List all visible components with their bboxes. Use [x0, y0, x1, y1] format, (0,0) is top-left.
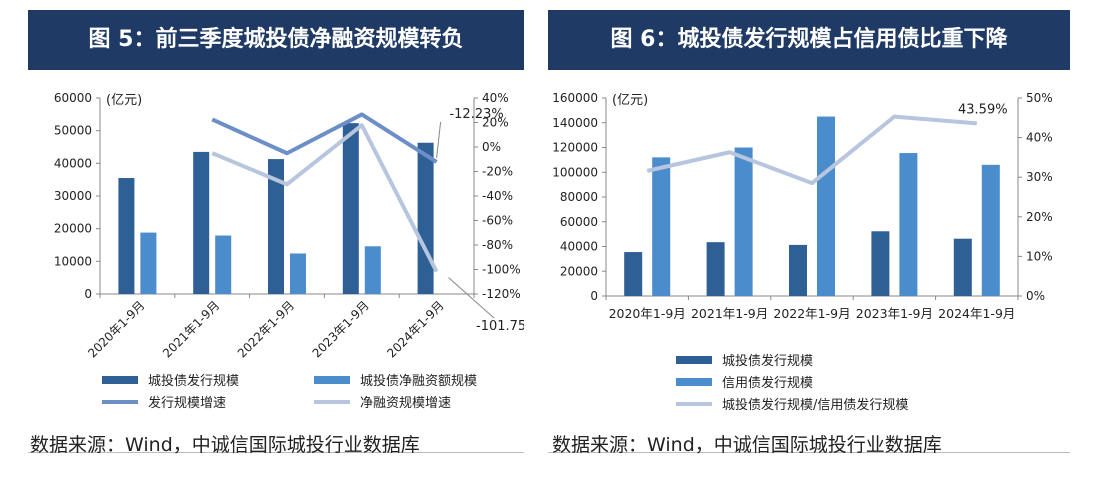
c2-category-label: 2024年1-9月 [938, 306, 1015, 321]
source-text-right: 数据来源：Wind，中诚信国际城投行业数据库 [552, 434, 942, 456]
c1-category-label: 2022年1-9月 [235, 298, 297, 360]
c2-left-tick-label: 160000 [552, 91, 598, 105]
c2-right-tick-label: 20% [1026, 210, 1053, 224]
c1-right-tick-label: -40% [482, 189, 513, 203]
c1-legend-label: 发行规模增速 [148, 395, 226, 411]
c2-bar-b [899, 153, 918, 296]
c1-right-tick-label: 20% [482, 116, 509, 130]
c1-bar-b [140, 232, 157, 294]
c2-legend-label: 信用债发行规模 [722, 375, 813, 391]
chart1: (亿元) 0 10000 20000 30000 40000 50000 60000 -120%… [54, 91, 524, 411]
c2-right-tick-label: 0% [1026, 289, 1045, 303]
c2-left-tick-label: 120000 [552, 141, 598, 155]
c2-left-tick-label: 40000 [560, 240, 598, 254]
c2-left-tick-label: 60000 [560, 215, 598, 229]
source-text-left: 数据来源：Wind，中诚信国际城投行业数据库 [30, 434, 420, 456]
chart2: (亿元) 0 20000 40000 60000 80000 100000 120000 140… [552, 91, 1053, 413]
c1-annotation-leader [436, 121, 442, 159]
c2-right-tick-label: 40% [1026, 131, 1053, 145]
c1-right-tick-label: -80% [482, 238, 513, 252]
c1-bar-a [118, 178, 135, 294]
c1-legend-label: 城投债发行规模 [148, 373, 239, 389]
c2-left-tick-label: 140000 [552, 116, 598, 130]
c1-category-label: 2021年1-9月 [160, 298, 222, 360]
c2-unit-label: (亿元) [612, 93, 648, 108]
chart2-title: 图 6：城投债发行规模占信用债比重下降 [548, 10, 1070, 70]
c1-bar-b [364, 246, 381, 294]
c1-bar-a [342, 123, 359, 294]
c1-right-tick-label: 40% [482, 91, 509, 105]
c2-category-label: 2021年1-9月 [691, 306, 768, 321]
c1-legend-label: 城投债净融资额规模 [360, 373, 477, 389]
c1-left-tick-label: 60000 [54, 91, 92, 105]
c1-bar-a [268, 159, 284, 294]
c2-category-label: 2020年1-9月 [609, 306, 686, 321]
c2-legend-label: 城投债发行规模/信用债发行规模 [722, 397, 908, 413]
c1-right-tick-label: -20% [482, 165, 513, 179]
c1-category-label: 2024年1-9月 [384, 298, 446, 360]
c2-right-tick-label: 10% [1026, 249, 1053, 263]
c2-category-label: 2022年1-9月 [773, 306, 850, 321]
c2-bar-a [706, 242, 725, 296]
c1-right-tick-label: -120% [482, 287, 521, 301]
c2-bar-b [817, 116, 835, 296]
c2-line-0 [646, 114, 977, 186]
c2-left-tick-label: 80000 [560, 190, 598, 204]
c1-bar-b [290, 253, 306, 294]
c1-left-tick-label: 0 [84, 287, 92, 301]
c2-bar-a [789, 244, 807, 296]
c1-line-1 [211, 123, 439, 273]
c2-bar-b [734, 147, 753, 296]
c2-left-tick-label: 20000 [560, 264, 598, 278]
c1-legend-swatch [102, 376, 138, 384]
c2-legend-label: 城投债发行规模 [722, 353, 813, 369]
c1-right-tick-label: -100% [482, 263, 521, 277]
c1-unit-label: (亿元) [106, 93, 142, 108]
c1-left-tick-label: 30000 [54, 189, 92, 203]
c2-bar-b [981, 164, 1000, 296]
c2-legend-swatch [676, 356, 712, 364]
c2-bar-a [871, 231, 890, 296]
c1-category-label: 2020年1-9月 [85, 298, 147, 360]
c1-category-label: 2023年1-9月 [310, 298, 372, 360]
c1-annotation-label: -101.75% [476, 319, 524, 334]
c1-bar-b [215, 235, 232, 294]
divider-right [548, 452, 1070, 453]
c2-category-label: 2023年1-9月 [856, 306, 933, 321]
c1-bar-a [193, 151, 210, 294]
c1-bar-a [417, 142, 434, 294]
c1-left-tick-label: 10000 [54, 254, 92, 268]
c2-annotation-label: 43.59% [958, 102, 1008, 117]
c2-legend-swatch [676, 378, 712, 386]
c1-legend-label: 净融资规模增速 [360, 396, 451, 411]
chart1-title: 图 5：前三季度城投债净融资规模转负 [28, 10, 524, 70]
c1-line-0 [211, 112, 438, 164]
c2-right-tick-label: 50% [1026, 91, 1053, 105]
c2-left-tick-label: 100000 [552, 165, 598, 179]
c1-right-tick-label: 0% [482, 140, 501, 154]
c1-left-tick-label: 20000 [54, 222, 92, 236]
c2-right-tick-label: 30% [1026, 170, 1053, 184]
c1-annotation-leader [448, 277, 495, 319]
c2-bar-a [953, 238, 972, 296]
c1-left-tick-label: 40000 [54, 156, 92, 170]
c2-bar-a [624, 252, 643, 296]
c2-left-tick-label: 0 [590, 289, 598, 303]
divider-left [28, 452, 524, 453]
c1-right-tick-label: -60% [482, 214, 513, 228]
c1-annotation-label: -12.23% [449, 107, 503, 122]
c1-left-tick-label: 50000 [54, 124, 92, 138]
c1-legend-swatch [314, 376, 350, 384]
c2-bar-b [652, 157, 671, 296]
